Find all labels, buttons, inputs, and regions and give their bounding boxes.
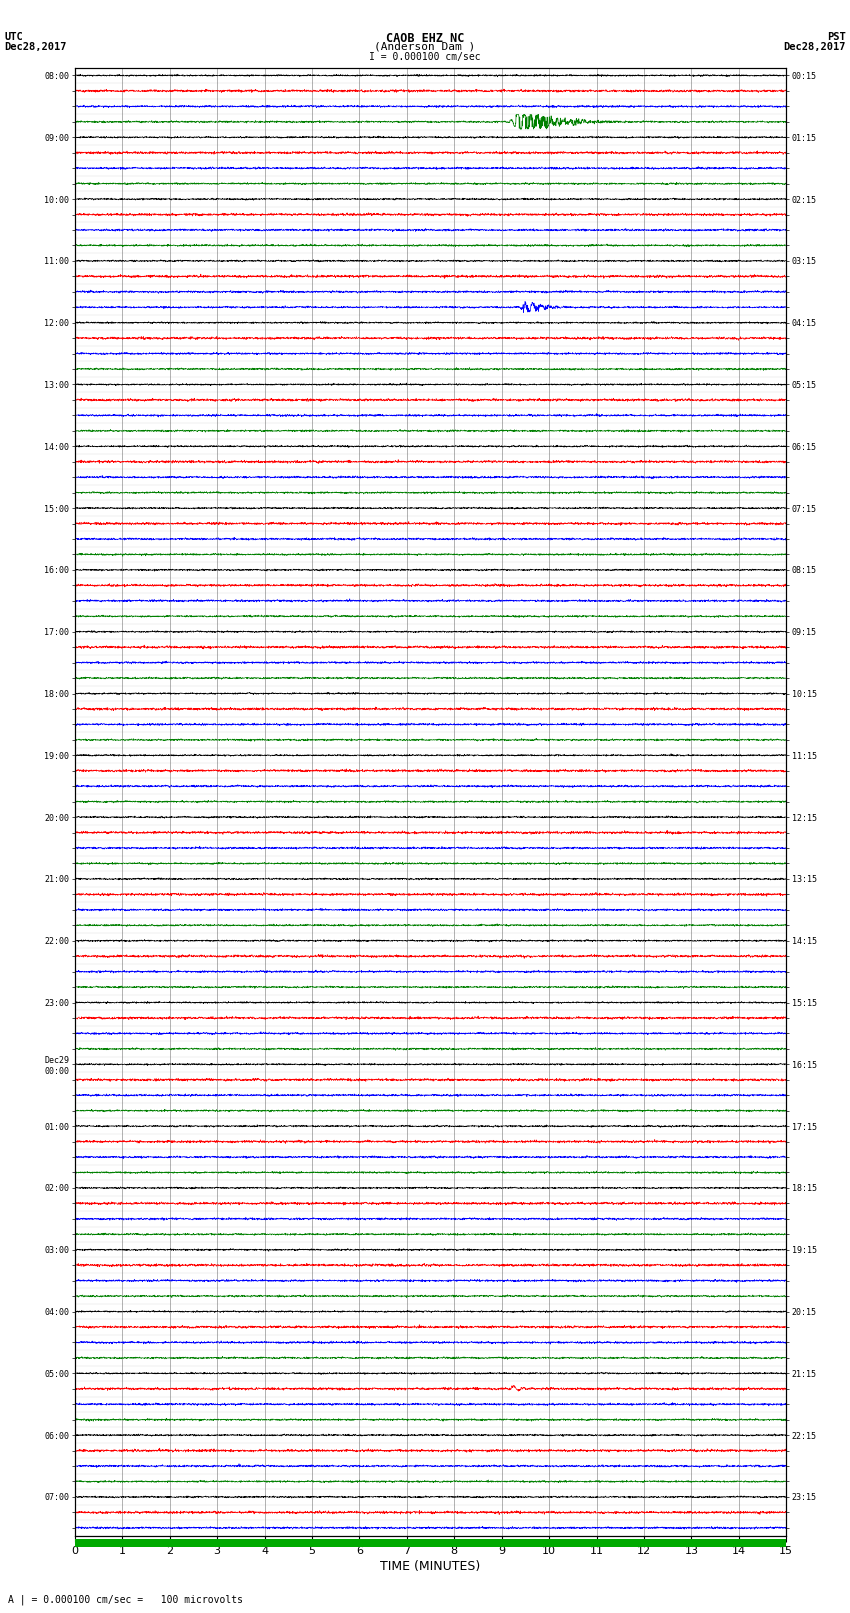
Text: (Anderson Dam ): (Anderson Dam )	[374, 42, 476, 52]
Text: A | = 0.000100 cm/sec =   100 microvolts: A | = 0.000100 cm/sec = 100 microvolts	[8, 1594, 243, 1605]
Text: UTC: UTC	[4, 32, 23, 42]
Text: Dec28,2017: Dec28,2017	[783, 42, 846, 52]
Text: I = 0.000100 cm/sec: I = 0.000100 cm/sec	[369, 52, 481, 61]
Text: PST: PST	[827, 32, 846, 42]
Text: CAOB EHZ NC: CAOB EHZ NC	[386, 32, 464, 45]
X-axis label: TIME (MINUTES): TIME (MINUTES)	[381, 1560, 480, 1573]
Text: Dec28,2017: Dec28,2017	[4, 42, 67, 52]
